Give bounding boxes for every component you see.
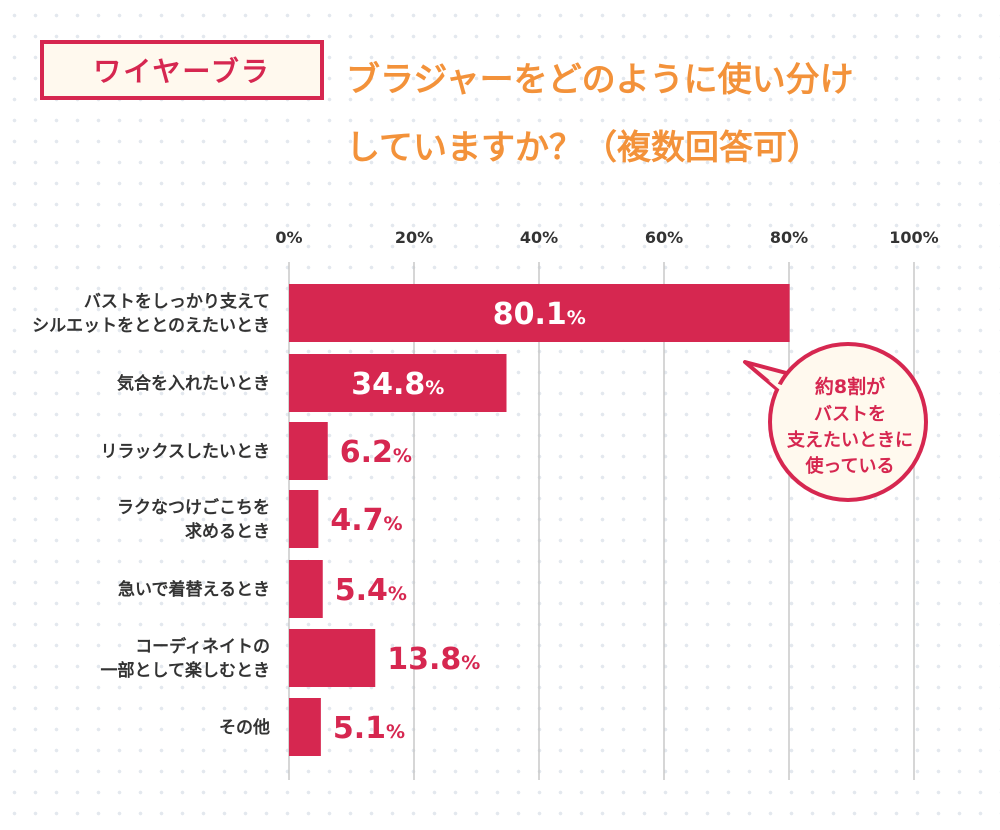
x-tick-label: 80% [770,228,808,247]
callout-text: 使っている [804,456,894,477]
bar [289,629,376,687]
x-tick-label: 40% [520,228,558,247]
category-label: 急いで着替えるとき [118,579,270,600]
category-label: 求めるとき [185,521,270,542]
data-label: 34.8% [351,367,444,402]
x-tick-label: 100% [889,228,938,247]
bar [289,354,507,412]
data-label: 80.1% [493,297,586,332]
x-tick-label: 60% [645,228,683,247]
bar [289,490,319,548]
title-line-1: ブラジャーをどのように使い分け [346,60,854,100]
category-label: 一部として楽しむとき [101,660,271,681]
callout-text: 約8割が [815,375,885,398]
category-label: その他 [219,717,270,738]
data-label: 4.7% [330,503,402,538]
category-label: シルエットをととのえたいとき [32,316,270,336]
bar [289,422,328,480]
bar [289,284,790,342]
category-label: 気合を入れたいとき [116,373,270,394]
category-tag: ワイヤーブラ [40,40,324,100]
category-label: バストをしっかり支えて [84,291,270,312]
x-tick-label: 20% [395,228,433,247]
bar [289,698,321,756]
callout-text: バストを [814,404,886,425]
title-line-2: していますか？（複数回答可） [346,128,821,168]
data-label: 5.1% [333,711,405,746]
bar [289,560,323,618]
x-tick-label: 0% [275,228,302,247]
category-label: リラックスしたいとき [101,442,271,462]
data-label: 5.4% [335,573,407,608]
category-label: コーディネイトの [135,636,270,657]
callout-text: 支えたいときに [786,429,913,451]
callout-tail-fill [768,380,800,395]
category-label: ラクなつけごこちを [117,497,270,518]
data-label: 6.2% [340,435,412,470]
data-label: 13.8% [387,642,480,677]
callout-bubble [768,342,928,502]
